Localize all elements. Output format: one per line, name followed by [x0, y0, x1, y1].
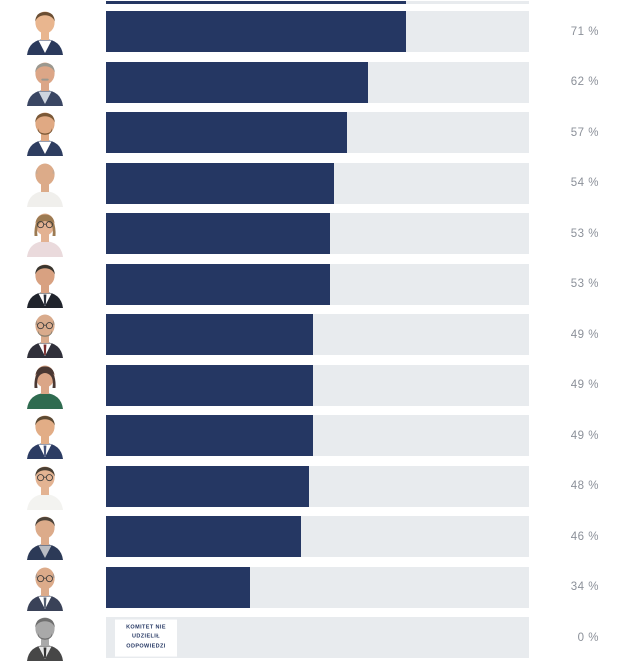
candidate-avatar [22, 8, 68, 56]
candidate-row: 49 % [0, 310, 630, 361]
cutoff-bar-fill-sliver [106, 1, 407, 4]
bar-fill [106, 61, 369, 103]
percent-label: 54 % [570, 177, 599, 190]
candidate-photo [27, 213, 63, 258]
bar-track [106, 11, 529, 53]
bar-fill [106, 11, 407, 53]
bar-fill [106, 364, 314, 406]
bar-track [106, 112, 529, 154]
candidate-avatar [22, 160, 68, 207]
candidate-photo [27, 264, 63, 308]
candidate-row: 53 % [0, 259, 630, 310]
percent-label: 53 % [570, 227, 599, 240]
bar-track [106, 314, 529, 356]
candidate-avatar [22, 463, 68, 510]
candidate-photo [27, 516, 63, 561]
percent-label: 49 % [570, 328, 599, 341]
bar-track [106, 213, 529, 255]
bar-track [106, 566, 529, 608]
bar-fill [106, 213, 331, 255]
candidate-row: 62 % [0, 57, 630, 108]
percent-label: 48 % [570, 480, 599, 493]
candidate-avatar [22, 311, 68, 359]
percent-label: 53 % [570, 278, 599, 291]
candidate-avatar [22, 412, 68, 460]
candidate-photo [27, 365, 63, 409]
candidate-avatar [22, 362, 68, 409]
candidate-photo [27, 466, 63, 510]
percent-label: 62 % [570, 76, 599, 89]
candidate-row: 57 % [0, 108, 630, 159]
candidate-avatar [22, 210, 68, 258]
bar-track [106, 415, 529, 457]
bar-track [106, 364, 529, 406]
candidate-row: 46 % [0, 512, 630, 563]
candidate-photo-grayscale [27, 617, 63, 662]
candidate-avatar [22, 109, 68, 157]
candidate-row: 48 % [0, 461, 630, 512]
chart-rows: 71 % 62 % 57 % 54 % [0, 7, 630, 663]
percent-label: 46 % [570, 530, 599, 543]
candidate-row: 71 % [0, 7, 630, 58]
bar-fill [106, 566, 250, 608]
bar-track [106, 263, 529, 305]
candidate-avatar [22, 59, 68, 106]
percent-label: 71 % [570, 25, 599, 38]
bar-fill [106, 415, 314, 457]
percent-label: 49 % [570, 379, 599, 392]
candidate-row: 49 % [0, 411, 630, 462]
percent-label: 49 % [570, 429, 599, 442]
candidate-row: 34 % [0, 562, 630, 613]
percent-label: 34 % [570, 581, 599, 594]
bar-track [106, 465, 529, 507]
candidate-avatar [22, 614, 68, 662]
percent-label: 0 % [577, 631, 599, 644]
no-answer-note: KOMITET NIE UDZIELIŁ ODPOWIEDZI [115, 619, 177, 657]
candidate-photo [27, 11, 63, 56]
candidate-photo [27, 62, 63, 106]
bar-fill [106, 263, 331, 305]
candidate-photo [27, 163, 63, 207]
candidate-row: 49 % [0, 360, 630, 411]
bar-fill [106, 314, 314, 356]
candidate-row: 54 % [0, 158, 630, 209]
candidate-photo [27, 415, 63, 460]
candidate-row: 53 % [0, 209, 630, 260]
bar-fill [106, 465, 310, 507]
candidate-photo [27, 567, 63, 611]
candidate-photo [27, 112, 63, 157]
percent-label: 57 % [570, 126, 599, 139]
bar-track [106, 162, 529, 204]
cutoff-bar-track-sliver [106, 1, 529, 4]
candidate-avatar [22, 513, 68, 561]
candidate-row: KOMITET NIE UDZIELIŁ ODPOWIEDZI 0 % [0, 613, 630, 663]
bar-track [106, 516, 529, 558]
bar-track [106, 61, 529, 103]
candidate-avatar [22, 564, 68, 611]
candidate-photo [27, 314, 63, 359]
candidate-avatar [22, 261, 68, 308]
bar-fill [106, 516, 301, 558]
bar-fill [106, 112, 348, 154]
bar-fill [106, 162, 335, 204]
bar-track: KOMITET NIE UDZIELIŁ ODPOWIEDZI [106, 617, 529, 659]
